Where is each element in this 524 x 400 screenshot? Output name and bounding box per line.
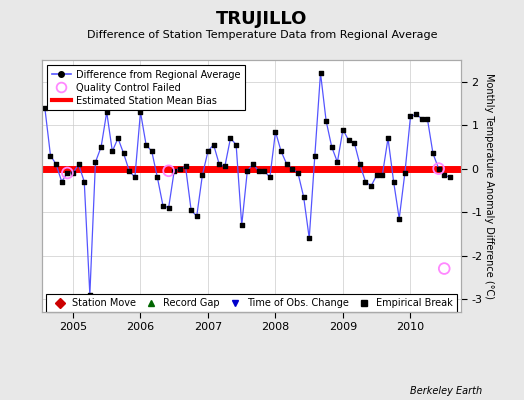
Point <box>322 118 330 124</box>
Point <box>170 168 178 174</box>
Point <box>52 161 60 168</box>
Point <box>232 142 241 148</box>
Point <box>271 128 280 135</box>
Point <box>378 172 387 178</box>
Point <box>311 152 319 159</box>
Point <box>176 166 184 172</box>
Point <box>97 144 105 150</box>
Point <box>344 137 353 144</box>
Point <box>294 170 302 176</box>
Point <box>69 170 77 176</box>
Point <box>210 142 218 148</box>
Point <box>165 168 173 174</box>
Point <box>85 292 94 298</box>
Point <box>80 178 89 185</box>
Point <box>119 150 128 157</box>
Point <box>41 104 49 111</box>
Point <box>418 116 426 122</box>
Y-axis label: Monthly Temperature Anomaly Difference (°C): Monthly Temperature Anomaly Difference (… <box>484 73 494 299</box>
Point <box>395 215 403 222</box>
Point <box>277 148 285 154</box>
Text: TRUJILLO: TRUJILLO <box>216 10 308 28</box>
Point <box>108 148 116 154</box>
Point <box>46 152 54 159</box>
Point <box>204 148 212 154</box>
Point <box>181 163 190 170</box>
Point <box>282 161 291 168</box>
Point <box>429 150 437 157</box>
Point <box>328 144 336 150</box>
Point <box>148 148 156 154</box>
Point <box>187 207 195 213</box>
Point <box>243 168 252 174</box>
Point <box>406 113 414 120</box>
Point <box>440 265 449 272</box>
Point <box>401 170 409 176</box>
Point <box>445 174 454 180</box>
Point <box>255 168 263 174</box>
Point <box>58 178 66 185</box>
Point <box>237 222 246 228</box>
Point <box>423 116 432 122</box>
Point <box>350 139 358 146</box>
Point <box>260 168 268 174</box>
Point <box>305 235 313 241</box>
Text: Difference of Station Temperature Data from Regional Average: Difference of Station Temperature Data f… <box>87 30 437 40</box>
Point <box>130 174 139 180</box>
Point <box>125 168 134 174</box>
Point <box>136 109 145 115</box>
Point <box>215 161 223 168</box>
Point <box>316 70 325 76</box>
Point <box>266 174 274 180</box>
Point <box>367 183 375 189</box>
Point <box>165 204 173 211</box>
Point <box>159 202 167 209</box>
Point <box>288 166 297 172</box>
Point <box>249 161 257 168</box>
Point <box>63 170 72 176</box>
Point <box>153 174 161 180</box>
Point <box>434 166 443 172</box>
Point <box>192 213 201 220</box>
Point <box>103 109 111 115</box>
Point <box>142 142 150 148</box>
Point <box>434 166 443 172</box>
Point <box>373 172 381 178</box>
Point <box>221 163 229 170</box>
Point <box>361 178 369 185</box>
Point <box>333 159 342 165</box>
Text: Berkeley Earth: Berkeley Earth <box>410 386 482 396</box>
Point <box>226 135 235 142</box>
Point <box>384 135 392 142</box>
Point <box>389 178 398 185</box>
Point <box>74 161 83 168</box>
Point <box>299 194 308 200</box>
Point <box>91 159 100 165</box>
Point <box>63 170 72 176</box>
Legend: Station Move, Record Gap, Time of Obs. Change, Empirical Break: Station Move, Record Gap, Time of Obs. C… <box>46 294 457 312</box>
Point <box>412 111 420 118</box>
Point <box>198 172 206 178</box>
Point <box>440 172 449 178</box>
Point <box>356 161 364 168</box>
Point <box>339 126 347 133</box>
Point <box>114 135 122 142</box>
